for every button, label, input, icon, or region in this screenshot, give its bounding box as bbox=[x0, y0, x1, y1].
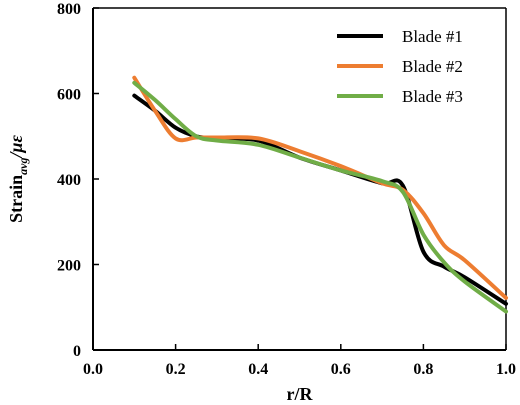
legend-label: Blade #1 bbox=[402, 27, 463, 46]
y-axis-ticks: 0 200 400 600 800 bbox=[57, 1, 99, 360]
y-axis-title-main: Strain bbox=[6, 175, 26, 223]
x-axis-title: r/R bbox=[287, 384, 314, 404]
y-tick-label: 400 bbox=[57, 172, 81, 189]
y-tick-label: 0 bbox=[73, 343, 81, 360]
series-line-blade-3 bbox=[132, 80, 508, 314]
series-line-blade-1 bbox=[132, 93, 508, 306]
x-axis-ticks: 0.0 0.2 0.4 0.6 0.8 1.0 bbox=[83, 344, 516, 378]
y-axis-title-unit: /με bbox=[6, 135, 26, 160]
x-tick-label: 0.2 bbox=[166, 361, 186, 378]
y-axis-title: Strainavg/με bbox=[6, 135, 30, 223]
x-tick-label: 0.4 bbox=[248, 361, 268, 378]
series-line-blade-2 bbox=[132, 75, 508, 300]
y-tick-label: 600 bbox=[57, 87, 81, 104]
x-tick-label: 0.6 bbox=[331, 361, 351, 378]
legend-label: Blade #3 bbox=[402, 87, 463, 106]
x-tick-label: 1.0 bbox=[496, 361, 516, 378]
legend-label: Blade #2 bbox=[402, 57, 463, 76]
y-axis-title-subscript: avg bbox=[16, 158, 30, 175]
legend: Blade #1 Blade #2 Blade #3 bbox=[337, 27, 463, 106]
x-tick-label: 0.0 bbox=[83, 361, 103, 378]
y-tick-label: 200 bbox=[57, 258, 81, 275]
y-tick-label: 800 bbox=[57, 1, 81, 18]
series-lines bbox=[132, 75, 508, 314]
x-tick-label: 0.8 bbox=[413, 361, 433, 378]
